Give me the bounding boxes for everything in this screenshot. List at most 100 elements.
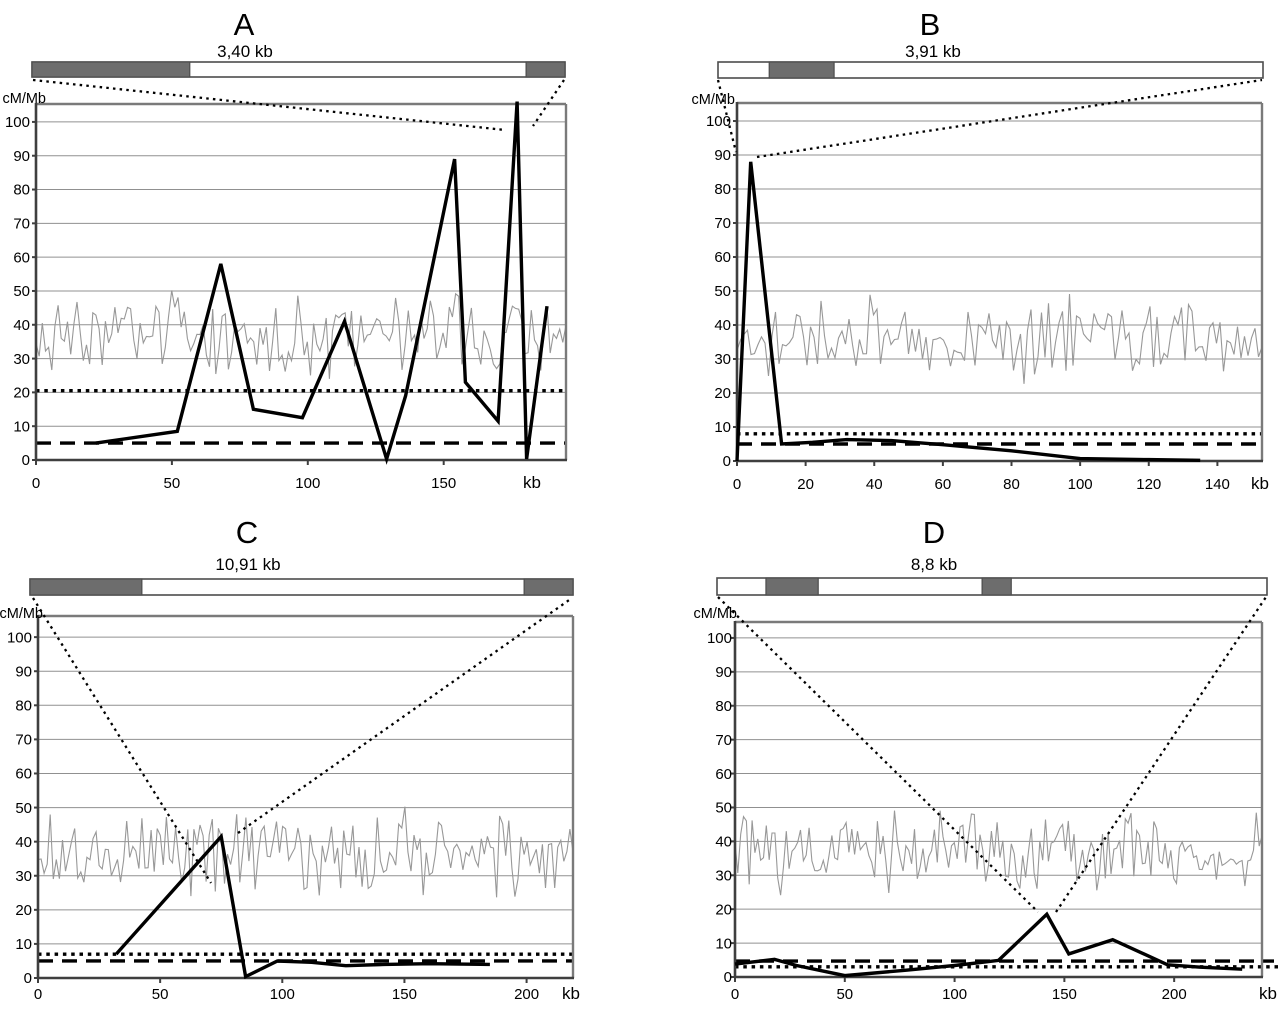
x-tick-label: 60	[935, 476, 952, 493]
y-tick-label: 80	[714, 181, 731, 198]
y-tick-label: 100	[5, 114, 30, 131]
y-tick-label: 90	[714, 147, 731, 164]
y-tick-label: 50	[714, 283, 731, 300]
x-tick-label: 200	[1162, 986, 1187, 1003]
panel-a-region-bar-segment	[31, 61, 191, 78]
y-tick-label: 90	[715, 664, 732, 681]
x-tick-label: 0	[733, 476, 741, 493]
y-tick-label: 70	[15, 732, 32, 749]
panel-d-zoom-connector-line	[1055, 596, 1267, 913]
panel-c-subtitle: 10,91 kb	[215, 555, 281, 574]
panel-a-zoom-connector-line	[32, 78, 506, 132]
y-axis-unit-label: cM/Mb	[0, 606, 43, 622]
y-tick-label: 0	[724, 969, 732, 986]
panel-d-background-rate-line	[734, 810, 1263, 896]
y-tick-label: 10	[15, 936, 32, 953]
panel-d-region-bar-segment	[981, 577, 1012, 596]
y-tick-label: 0	[22, 452, 30, 469]
x-tick-label: 150	[431, 475, 456, 492]
x-tick-label: 150	[392, 986, 417, 1003]
y-tick-label: 10	[715, 935, 732, 952]
y-tick-label: 60	[13, 249, 30, 266]
x-tick-label: 140	[1205, 476, 1230, 493]
panel-d-region-bar-segment	[765, 577, 819, 596]
y-tick-label: 30	[15, 868, 32, 885]
y-tick-label: 30	[13, 351, 30, 368]
panel-A-chart: 0 10 20 30 40 50 60 70 80 90 100 0 50 100 150 cM/Mb kb	[3, 61, 568, 492]
y-axis-unit-label: cM/Mb	[3, 91, 47, 107]
panel-b-zoom-connector-line	[716, 79, 738, 153]
panel-b-subtitle: 3,91 kb	[905, 42, 961, 61]
y-tick-label: 20	[714, 385, 731, 402]
y-tick-label: 20	[715, 901, 732, 918]
x-tick-label: 0	[34, 986, 42, 1003]
y-tick-label: 10	[13, 418, 30, 435]
x-tick-label: 100	[270, 986, 295, 1003]
y-tick-label: 20	[13, 385, 30, 402]
panel-c-main-rate-line	[114, 832, 490, 980]
panel-c-zoom-connector-line	[237, 597, 573, 834]
panel-d-title: D	[922, 515, 946, 550]
x-axis-unit-label: kb	[523, 473, 541, 492]
x-axis-unit-label: kb	[562, 984, 580, 1003]
panel-c-zoom-connector-line	[32, 597, 212, 884]
x-tick-label: 50	[152, 986, 169, 1003]
panel-d-main-rate-line	[734, 911, 1243, 978]
panel-b-main-rate-line	[735, 161, 1201, 462]
x-tick-label: 100	[1068, 476, 1093, 493]
y-tick-label: 100	[706, 113, 731, 130]
panel-b-title: B	[919, 7, 941, 42]
x-tick-label: 20	[797, 476, 814, 493]
panel-D-chart: 0 10 20 30 40 50 60 70 80 90 100 0 50 100 150 200 cM/Mb k…	[694, 577, 1278, 1003]
y-axis-unit-label: cM/Mb	[692, 92, 736, 108]
y-tick-label: 100	[7, 629, 32, 646]
panel-b-zoom-connector-line	[756, 78, 1263, 159]
panel-C-chart: 0 10 20 30 40 50 60 70 80 90 100 0 50 100 150 200 cM/Mb k…	[0, 578, 580, 1003]
y-tick-label: 20	[15, 902, 32, 919]
panel-c-background-rate-line	[37, 806, 574, 898]
y-tick-label: 40	[13, 317, 30, 334]
y-tick-label: 40	[714, 317, 731, 334]
panel-a-subtitle: 3,40 kb	[217, 42, 273, 61]
y-tick-label: 60	[714, 249, 731, 266]
panel-d-zoom-connector-line	[717, 596, 1039, 913]
panel-c-region-bar-segment	[29, 578, 143, 596]
panel-a-main-rate-line	[95, 101, 549, 465]
y-tick-label: 60	[15, 766, 32, 783]
x-tick-label: 80	[1003, 476, 1020, 493]
panel-a-title: A	[233, 7, 255, 42]
panel-a-background-rate-line	[35, 290, 567, 379]
panel-d-subtitle: 8,8 kb	[910, 555, 958, 574]
y-tick-label: 100	[707, 630, 732, 647]
panel-b-region-bar	[717, 61, 1264, 79]
panel-a-region-bar-segment	[525, 61, 566, 78]
y-tick-label: 0	[24, 970, 32, 987]
y-tick-label: 90	[13, 148, 30, 165]
y-tick-label: 80	[13, 182, 30, 199]
y-tick-label: 50	[15, 800, 32, 817]
y-tick-label: 40	[715, 834, 732, 851]
y-tick-label: 80	[15, 698, 32, 715]
x-axis-unit-label: kb	[1251, 474, 1269, 493]
x-tick-label: 100	[295, 475, 320, 492]
y-tick-label: 60	[715, 766, 732, 783]
y-tick-label: 40	[15, 834, 32, 851]
y-axis-unit-label: cM/Mb	[694, 606, 738, 622]
x-tick-label: 0	[32, 475, 40, 492]
y-tick-label: 80	[715, 698, 732, 715]
y-tick-label: 50	[715, 800, 732, 817]
x-tick-label: 40	[866, 476, 883, 493]
panel-c-title: C	[235, 515, 259, 550]
x-tick-label: 120	[1136, 476, 1161, 493]
x-tick-label: 50	[164, 475, 181, 492]
y-tick-label: 30	[714, 351, 731, 368]
y-tick-label: 50	[13, 283, 30, 300]
y-tick-label: 0	[723, 453, 731, 470]
y-tick-label: 90	[15, 663, 32, 680]
panel-B-chart: 0 10 20 30 40 50 60 70 80 90 100 0 20 40 60 80 100 120 140…	[692, 61, 1269, 493]
x-axis-unit-label: kb	[1259, 984, 1277, 1003]
y-tick-label: 70	[714, 215, 731, 232]
y-tick-label: 70	[715, 732, 732, 749]
panel-b-region-bar-segment	[768, 61, 835, 79]
